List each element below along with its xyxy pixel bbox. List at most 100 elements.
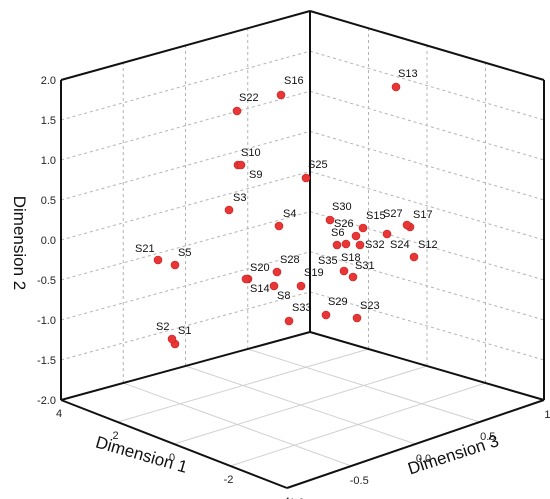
- x-tick-label: -2: [224, 474, 234, 486]
- z-axis-title: Dimension 3: [405, 431, 501, 478]
- point-s12: [409, 252, 419, 262]
- z-tick-label: 1.0: [544, 409, 550, 421]
- x-axis-title: Dimension 1: [93, 433, 189, 477]
- z-tick-label: 0.5: [480, 431, 495, 443]
- point-s20: [241, 274, 251, 284]
- point-label-s22: S22: [239, 92, 259, 104]
- frame-edge: [60, 331, 311, 401]
- gridline-y: [60, 291, 311, 361]
- z-tick-label: 0.0: [416, 453, 431, 465]
- point-s31: [348, 272, 358, 282]
- point-label-s2: S2: [156, 321, 169, 333]
- z-tick-label: -1.0: [286, 497, 305, 499]
- point-s16: [276, 90, 286, 100]
- gridline-y: [60, 90, 311, 161]
- point-label-s6: S6: [331, 227, 344, 239]
- point-label-s31: S31: [355, 260, 375, 272]
- frame-edge: [309, 10, 545, 81]
- point-s32: [355, 240, 365, 250]
- gridline-y: [60, 211, 311, 281]
- x-tick-label: 4: [56, 408, 62, 420]
- point-label-s33: S33: [292, 302, 312, 314]
- point-label-s16: S16: [284, 75, 304, 87]
- y-tick-label: -1.5: [37, 355, 56, 367]
- gridline-y: [60, 171, 311, 241]
- point-label-s30: S30: [332, 201, 352, 213]
- frame-edge: [286, 399, 545, 489]
- point-s23: [352, 313, 362, 323]
- point-s6: [332, 240, 342, 250]
- floor-gridline: [123, 382, 352, 467]
- point-s22: [232, 106, 242, 116]
- point-s33: [284, 316, 294, 326]
- point-s3: [224, 205, 234, 215]
- point-label-s14: S14: [250, 283, 270, 295]
- y-tick-label: 2.0: [41, 75, 56, 87]
- y-tick-label: -2.0: [37, 395, 56, 407]
- point-label-s9: S9: [249, 169, 262, 181]
- point-label-s35: S35: [318, 255, 338, 267]
- y-tick-label: 0.5: [41, 195, 56, 207]
- z-tick-label: -0.5: [350, 475, 369, 487]
- frame-edge: [60, 10, 311, 81]
- floor-gridline: [185, 365, 416, 445]
- x-tick-label: -4: [280, 496, 290, 499]
- point-label-s12: S12: [418, 239, 438, 251]
- point-label-s13: S13: [398, 68, 418, 80]
- y-axis-title: Dimension 2: [10, 196, 29, 291]
- point-label-s4: S4: [283, 208, 296, 220]
- gridline-y: [60, 130, 311, 201]
- y-tick-label: -0.5: [37, 275, 56, 287]
- y-tick-label: 0.0: [41, 235, 56, 247]
- gridline-y: [309, 171, 545, 241]
- point-label-s8: S8: [277, 290, 290, 302]
- point-s2: [167, 334, 177, 344]
- point-label-s15: S15: [366, 210, 386, 222]
- point-label-s10: S10: [241, 147, 261, 159]
- point-s8: [269, 281, 279, 291]
- x-tick-label: 0: [169, 452, 175, 464]
- point-label-s20: S20: [250, 262, 270, 274]
- x-tick-label: 2: [112, 430, 118, 442]
- point-label-s5: S5: [178, 247, 191, 259]
- frame-edge: [309, 331, 545, 401]
- point-s24: [382, 229, 392, 239]
- gridline-y: [309, 291, 545, 361]
- point-s29: [321, 310, 331, 320]
- y-tick-label: 1.5: [41, 115, 56, 127]
- point-s15: [358, 223, 368, 233]
- chart-frame: [60, 10, 545, 489]
- point-s25: [301, 173, 311, 183]
- data-points: S1 S2 S3 S4 S5 S6 S8 S9 S10 S12 S13 S14 S15 S16 S17 S18…: [135, 68, 438, 349]
- point-label-s21: S21: [135, 243, 155, 255]
- frame-edge: [60, 399, 288, 489]
- point-s18: [339, 266, 349, 276]
- point-label-s27: S27: [383, 208, 403, 220]
- gridline-y: [60, 251, 311, 321]
- point-s5: [170, 260, 180, 270]
- point-label-s28: S28: [280, 254, 300, 266]
- point-s19: [296, 281, 306, 291]
- point-label-s29: S29: [328, 296, 348, 308]
- point-s28: [272, 267, 282, 277]
- gridline-y: [60, 50, 311, 121]
- point-label-s19: S19: [304, 267, 324, 279]
- y-tick-label: -1.0: [37, 315, 56, 327]
- point-label-s1: S1: [178, 325, 191, 337]
- point-s26: [351, 231, 361, 241]
- y-tick-label: 1.0: [41, 155, 56, 167]
- gridline-y: [309, 50, 545, 121]
- point-label-s32: S32: [365, 239, 385, 251]
- point-label-s3: S3: [233, 192, 246, 204]
- point-label-s25: S25: [308, 159, 328, 171]
- point-label-s23: S23: [360, 300, 380, 312]
- point-s27: [402, 220, 412, 230]
- point-label-s26: S26: [334, 218, 354, 230]
- point-label-s17: S17: [413, 209, 433, 221]
- point-s13: [391, 82, 401, 92]
- point-label-s24: S24: [390, 239, 410, 251]
- point-s10: [236, 160, 246, 170]
- tick-labels: 2.01.51.00.50.0-0.5-1.0-1.5-2.0420-2-4-1…: [37, 75, 550, 499]
- point-label-s18: S18: [341, 252, 361, 264]
